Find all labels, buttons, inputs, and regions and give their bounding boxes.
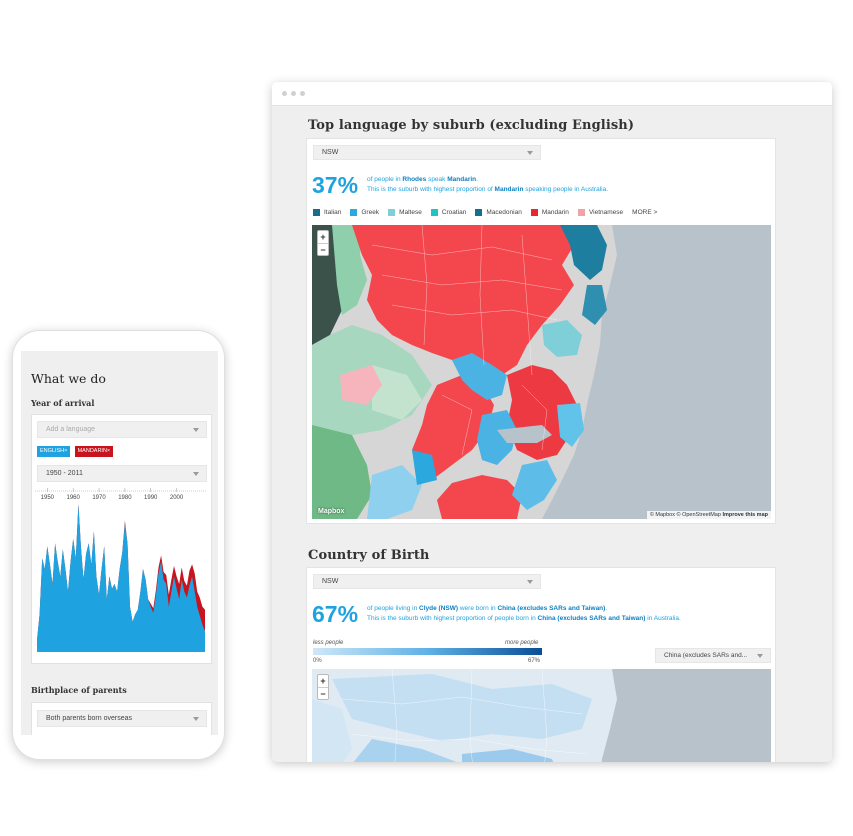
legend-item-macedonian[interactable]: Macedonian <box>475 209 522 216</box>
legend-swatch <box>313 209 320 216</box>
x-tick-label: 2000 <box>170 495 184 501</box>
add-language-input[interactable]: Add a language <box>37 421 207 438</box>
browser-title-bar <box>272 82 832 106</box>
region-select-2[interactable]: NSW <box>313 574 541 589</box>
birthplace-parents-card: Both parents born overseas <box>31 702 212 735</box>
desktop-browser-window: Top language by suburb (excluding Englis… <box>272 82 832 762</box>
legend-item-mandarin[interactable]: Mandarin <box>530 209 569 216</box>
year-of-arrival-heading: Year of arrival <box>31 398 95 408</box>
arrival-area-chart[interactable]: 1950 1960 1970 1980 1990 2000 <box>35 487 210 657</box>
language-legend: Italian Greek Maltese Croatian Macedonian Man… <box>313 209 657 216</box>
language-map[interactable]: + − Mapbox © Mapbox © OpenStreetMap Impr… <box>312 225 771 519</box>
x-tick-label: 1980 <box>118 495 132 501</box>
highlight-description-line1: of people in Rhodes speak Mandarin. <box>367 176 478 183</box>
legend-item-vietnamese[interactable]: Vietnamese <box>577 209 624 216</box>
legend-label: Vietnamese <box>588 209 624 216</box>
zoom-out-button[interactable]: − <box>318 243 328 255</box>
attribution-links[interactable]: © Mapbox © OpenStreetMap <box>649 512 721 518</box>
birthplace-parents-heading: Birthplace of parents <box>31 685 127 695</box>
density-color-scale <box>313 648 542 655</box>
region-select[interactable]: NSW <box>313 145 541 160</box>
chevron-down-icon <box>757 653 763 658</box>
country-description-line2: This is the suburb with highest proporti… <box>367 615 681 622</box>
legend-item-maltese[interactable]: Maltese <box>388 209 422 216</box>
country-of-birth-map[interactable]: + − <box>312 669 771 762</box>
country-name: China (excludes SARs and Taiwan) <box>497 605 606 612</box>
series-area-english <box>37 504 205 652</box>
map-attribution: © Mapbox © OpenStreetMap Improve this ma… <box>646 511 771 519</box>
section-title-top-language: Top language by suburb (excluding Englis… <box>308 118 635 133</box>
scale-less-label: less people <box>313 640 344 646</box>
mapbox-logo[interactable]: Mapbox <box>318 508 345 515</box>
year-range-value: 1950 - 2011 <box>46 470 83 477</box>
year-of-arrival-card: Add a language ENGLISH× MANDARIN× 1950 - … <box>31 414 212 664</box>
zoom-in-button[interactable]: + <box>320 676 326 686</box>
language-tag-mandarin[interactable]: MANDARIN× <box>74 446 114 457</box>
country-select-value: China (excludes SARs and... <box>664 652 748 659</box>
highlight-percent: 37% <box>312 172 359 198</box>
x-tick-label: 1960 <box>67 495 81 501</box>
x-tick-label: 1990 <box>144 495 158 501</box>
chevron-down-icon <box>193 716 199 721</box>
country-select[interactable]: China (excludes SARs and... <box>655 648 771 663</box>
legend-swatch <box>430 209 438 216</box>
suburb-name[interactable]: Rhodes <box>402 176 427 183</box>
window-dot-icon[interactable] <box>300 91 305 96</box>
legend-swatch <box>388 209 396 216</box>
parents-select-value: Both parents born overseas <box>46 715 132 722</box>
region-select-value: NSW <box>322 149 339 156</box>
improve-map-link[interactable]: Improve this map <box>722 512 768 518</box>
browser-page: Top language by suburb (excluding Englis… <box>272 106 832 762</box>
chevron-down-icon <box>193 471 199 476</box>
legend-swatch <box>350 209 358 216</box>
language-tag-english[interactable]: ENGLISH× <box>37 446 71 457</box>
language-name: Mandarin <box>447 176 477 183</box>
legend-more-link[interactable]: MORE > <box>632 209 658 216</box>
scale-more-label: more people <box>505 640 539 646</box>
country-of-birth-card: NSW 67% of people living in Clyde (NSW) … <box>306 567 776 762</box>
highlight-description-line2: This is the suburb with highest proporti… <box>367 186 609 193</box>
chevron-down-icon <box>527 579 533 584</box>
chevron-down-icon <box>193 427 199 432</box>
legend-label: Italian <box>324 209 342 216</box>
x-tick-label: 1970 <box>92 495 106 501</box>
window-dot-icon[interactable] <box>291 91 296 96</box>
top-language-card: NSW 37% of people in Rhodes speak Mandar… <box>306 138 776 524</box>
region-select-value: NSW <box>322 578 339 585</box>
legend-item-greek[interactable]: Greek <box>350 209 379 216</box>
mobile-phone-frame: What we do Year of arrival Add a languag… <box>12 330 225 760</box>
legend-label: Greek <box>361 209 380 216</box>
map-zoom-controls-2: + − <box>317 674 329 700</box>
legend-label: Croatian <box>441 209 467 216</box>
legend-swatch <box>577 209 585 216</box>
zoom-in-button[interactable]: + <box>320 232 326 242</box>
legend-swatch <box>530 209 538 216</box>
section-title-country-of-birth: Country of Birth <box>308 548 430 563</box>
x-axis-ticks: 1950 1960 1970 1980 1990 2000 <box>41 488 184 501</box>
legend-swatch <box>475 209 483 216</box>
legend-label: Maltese <box>399 209 422 216</box>
add-language-placeholder: Add a language <box>46 426 96 433</box>
window-dot-icon[interactable] <box>282 91 287 96</box>
scale-min-label: 0% <box>313 658 322 664</box>
year-range-select[interactable]: 1950 - 2011 <box>37 465 207 482</box>
suburb-name[interactable]: Clyde (NSW) <box>419 605 459 612</box>
parents-select[interactable]: Both parents born overseas <box>37 710 207 727</box>
legend-label: Macedonian <box>486 209 522 216</box>
legend-label: Mandarin <box>541 209 569 216</box>
zoom-out-button[interactable]: − <box>318 687 328 699</box>
chevron-down-icon <box>527 150 533 155</box>
mobile-screen: What we do Year of arrival Add a languag… <box>21 351 218 735</box>
language-map-svg <box>312 225 771 519</box>
mobile-page-title: What we do <box>31 371 106 386</box>
country-map-svg <box>312 669 771 762</box>
scale-max-label: 67% <box>528 658 541 664</box>
legend-item-croatian[interactable]: Croatian <box>430 209 467 216</box>
country-description-line1: of people living in Clyde (NSW) were bor… <box>367 605 608 612</box>
map-zoom-controls: + − <box>317 230 329 256</box>
highlight-percent-2: 67% <box>312 601 359 627</box>
legend-item-italian[interactable]: Italian <box>313 209 341 216</box>
x-tick-label: 1950 <box>41 495 55 501</box>
